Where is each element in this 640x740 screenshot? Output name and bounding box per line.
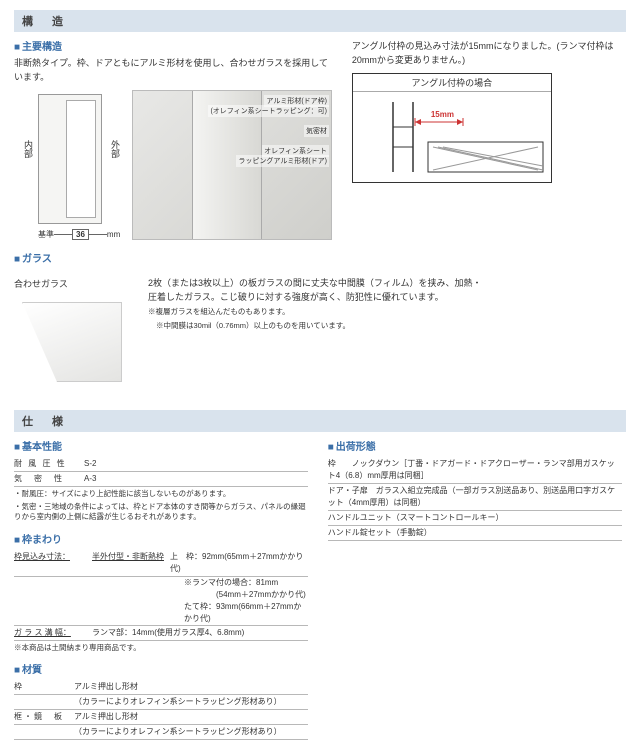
angle-diagram-box: アングル付枠の場合 15mm — [352, 73, 552, 183]
dim-line: たて枠：93mm(66mm＋27mmかかり代) — [14, 601, 308, 626]
glass-name: 合わせガラス — [14, 277, 134, 290]
profile-l5: ラッピングアルミ形材(ドア) — [236, 155, 329, 167]
dim-row: 枠見込み寸法： 半外付型・非断熱枠 上 枠：92mm(65mm＋27mmかかり代… — [14, 550, 308, 577]
glass-note1: ※複層ガラスを組込んだものもあります。 — [148, 307, 488, 318]
mat-sub: 材質 — [14, 661, 308, 676]
ship-row: ハンドル錠セット（手動錠） — [328, 526, 622, 541]
profile-l3: 気密材 — [304, 125, 329, 137]
angle-title: アングル付枠の場合 — [353, 74, 551, 92]
glass-sub: ガラス — [14, 250, 626, 265]
perf-note: ・気密・三地域の条件によっては、枠とドア本体のすき間等からガラス、パネルの縁廻り… — [14, 502, 308, 523]
door-outer-label: 外部 — [109, 140, 122, 158]
door-dimension: 基準 36 mm — [38, 229, 120, 240]
mat-sub-row: （カラーによりオレフィン系シートラッピング形材あり） — [14, 695, 308, 710]
main-structure-sub: 主要構造 — [14, 38, 336, 53]
table-row: 框・鏡 板アルミ押出し形材 — [14, 710, 308, 725]
door-drawing: 内部 外部 基準 36 mm — [14, 90, 124, 240]
profile-photo: アルミ形材(ドア枠) (オレフィン系シートラッピング：可) 気密材 オレフィン系… — [132, 90, 332, 240]
perf-sub: 基本性能 — [14, 438, 308, 453]
table-row: 耐 風 圧 性S-2 — [14, 457, 308, 472]
ship-sub: 出荷形態 — [328, 438, 622, 453]
angle-cross-section-icon — [353, 92, 553, 182]
glass-image — [14, 294, 134, 394]
profile-l2: (オレフィン系シートラッピング：可) — [208, 105, 329, 117]
mat-sub-row: （カラーによりオレフィン系シートラッピング形材あり） — [14, 725, 308, 740]
dim-line: ※ランマ付の場合：81mm — [14, 577, 308, 589]
ship-row: ドア・子扉 ガラス入組立完成品（一部ガラス別送品あり、別送品用口字ガスケット（4… — [328, 484, 622, 511]
glass-desc: 2枚（または3枚以上）の板ガラスの間に丈夫な中間膜（フィルム）を挟み、加熱・圧着… — [148, 277, 488, 304]
ship-row: 枠 ノックダウン［丁番・ドアガード・ドアクローザー・ランマ部用ガスケット4（6.… — [328, 457, 622, 484]
dim-note: ※本商品は土間納まり専用商品です。 — [14, 643, 308, 654]
glass-note2: ※中間膜は30mil（0.76mm）以上のものを用いています。 — [148, 321, 488, 332]
spec-columns: 基本性能 耐 風 圧 性S-2 気 密 性A-3 ・耐風圧：サイズにより上記性能… — [14, 438, 626, 740]
structure-heading: 構 造 — [14, 10, 626, 32]
angle-desc: アングル付枠の見込み寸法が15mmになりました。(ランマ付枠は20mmから変更あ… — [352, 40, 626, 67]
structure-row: 主要構造 非断熱タイプ。枠、ドアともにアルミ形材を使用し、合わせガラスを採用して… — [14, 38, 626, 240]
glass-section: 合わせガラス 2枚（または3枚以上）の板ガラスの間に丈夫な中間膜（フィルム）を挟… — [14, 277, 626, 394]
table-row: 気 密 性A-3 — [14, 472, 308, 487]
perf-note: ・耐風圧：サイズにより上記性能に該当しないものがあります。 — [14, 489, 308, 500]
ship-row: ハンドルユニット（スマートコントロールキー） — [328, 511, 622, 526]
glass-groove-row: ガ ラ ス 溝 幅： ランマ部：14mm(使用ガラス厚4、6.8mm) — [14, 626, 308, 641]
main-structure-desc: 非断熱タイプ。枠、ドアともにアルミ形材を使用し、合わせガラスを採用しています。 — [14, 57, 336, 84]
dim-line: (54mm＋27mmかかり代) — [14, 589, 308, 601]
door-inner-label: 内部 — [22, 140, 35, 158]
table-row: 枠アルミ押出し形材 — [14, 680, 308, 695]
dim-sub: 枠まわり — [14, 531, 308, 546]
angle-dim: 15mm — [431, 110, 454, 119]
spec-heading: 仕 様 — [14, 410, 626, 432]
